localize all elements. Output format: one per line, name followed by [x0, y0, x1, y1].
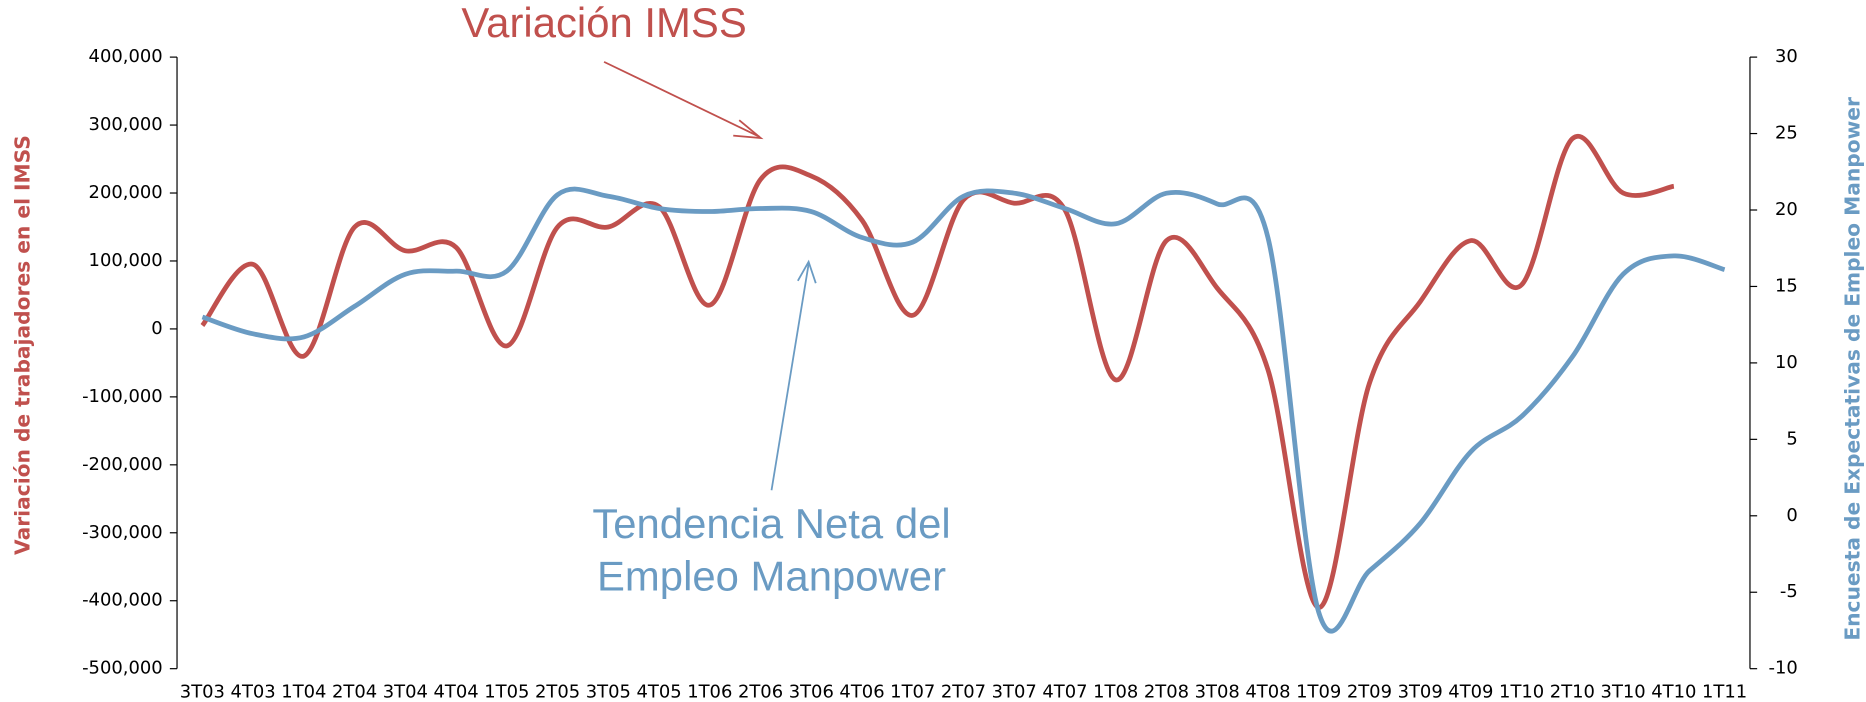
x-tick-label: 4T06: [839, 682, 884, 702]
x-tick-label: 1T09: [1296, 682, 1341, 702]
y-tick-label: 0: [151, 318, 162, 339]
arrow: [603, 61, 760, 138]
y2-tick-label: 10: [1775, 352, 1798, 373]
y2-tick-label: 5: [1786, 428, 1797, 449]
x-tick-label: 4T08: [1245, 682, 1290, 702]
x-tick-label: 4T04: [434, 682, 479, 702]
arrow-head: [797, 259, 817, 284]
x-tick-label: 2T07: [941, 682, 986, 702]
y-tick-label: 200,000: [89, 182, 163, 203]
x-tick-label: 3T08: [1195, 682, 1240, 702]
x-tick-label: 2T09: [1347, 682, 1392, 702]
y-tick-label: 400,000: [89, 46, 163, 67]
y2-tick-label: 15: [1775, 275, 1798, 296]
x-tick-label: 3T04: [383, 682, 428, 702]
x-tick-label: 3T06: [789, 682, 834, 702]
x-tick-label: 2T10: [1550, 682, 1595, 702]
y-tick-label: -400,000: [82, 590, 163, 611]
x-tick-label: 4T03: [231, 682, 276, 702]
x-tick-label: 3T07: [992, 682, 1037, 702]
x-tick-label: 3T09: [1398, 682, 1443, 702]
x-tick-label: 4T09: [1448, 682, 1493, 702]
y-tick-label: -200,000: [82, 454, 163, 475]
x-tick-label: 4T05: [636, 682, 681, 702]
y-tick-label: 100,000: [89, 250, 163, 271]
x-tick-label: 4T07: [1042, 682, 1087, 702]
x-tick-label: 1T07: [890, 682, 935, 702]
x-tick-label: 2T08: [1144, 682, 1189, 702]
x-tick-label: 2T05: [535, 682, 580, 702]
x-tick-label: 3T10: [1601, 682, 1646, 702]
line: [200, 133, 1675, 610]
y-axis-label: Variación de trabajadores en el IMSS: [10, 135, 34, 555]
x-tick-label: 1T05: [484, 682, 529, 702]
x-tick-label: 2T04: [332, 682, 377, 702]
arrow: [770, 263, 810, 491]
annotation: Tendencia Neta del: [592, 500, 950, 547]
y-tick-label: -500,000: [82, 658, 163, 679]
y2-tick-label: -5: [1780, 581, 1798, 602]
arrow-head: [733, 119, 764, 140]
y-tick-label: -100,000: [82, 386, 163, 407]
y2-tick-label: 0: [1786, 505, 1797, 526]
y2-axis-label: Encuesta de Expectativas de Empleo Manpo…: [1841, 97, 1865, 641]
annotation: Variación IMSS: [461, 0, 746, 46]
x-tick-label: 1T08: [1093, 682, 1138, 702]
x-tick-label: 1T10: [1499, 682, 1544, 702]
x-tick-label: 1T06: [687, 682, 732, 702]
y2-tick-label: -10: [1769, 658, 1798, 679]
x-tick-label: 4T10: [1651, 682, 1696, 702]
annotation: Empleo Manpower: [597, 553, 946, 600]
x-tick-label: 1T04: [281, 682, 326, 702]
y2-tick-label: 25: [1775, 123, 1798, 144]
y2-tick-label: 20: [1775, 199, 1798, 220]
x-tick-label: 3T05: [586, 682, 631, 702]
y-tick-label: 300,000: [89, 114, 163, 135]
y2-tick-label: 30: [1775, 46, 1798, 67]
x-tick-label: 3T03: [180, 682, 225, 702]
x-tick-label: 1T11: [1702, 682, 1747, 702]
line: [201, 186, 1726, 634]
y-tick-label: -300,000: [82, 522, 163, 543]
x-tick-label: 2T06: [738, 682, 783, 702]
